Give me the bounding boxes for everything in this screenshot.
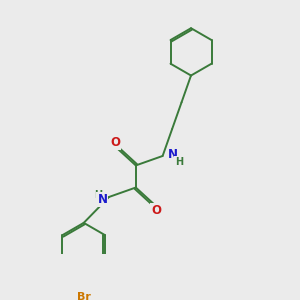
Text: H: H [94,190,102,200]
Text: O: O [151,204,161,217]
Text: N: N [98,193,107,206]
Text: H: H [175,157,183,166]
Text: N: N [168,148,178,161]
Text: O: O [110,136,120,149]
Text: Br: Br [77,292,91,300]
